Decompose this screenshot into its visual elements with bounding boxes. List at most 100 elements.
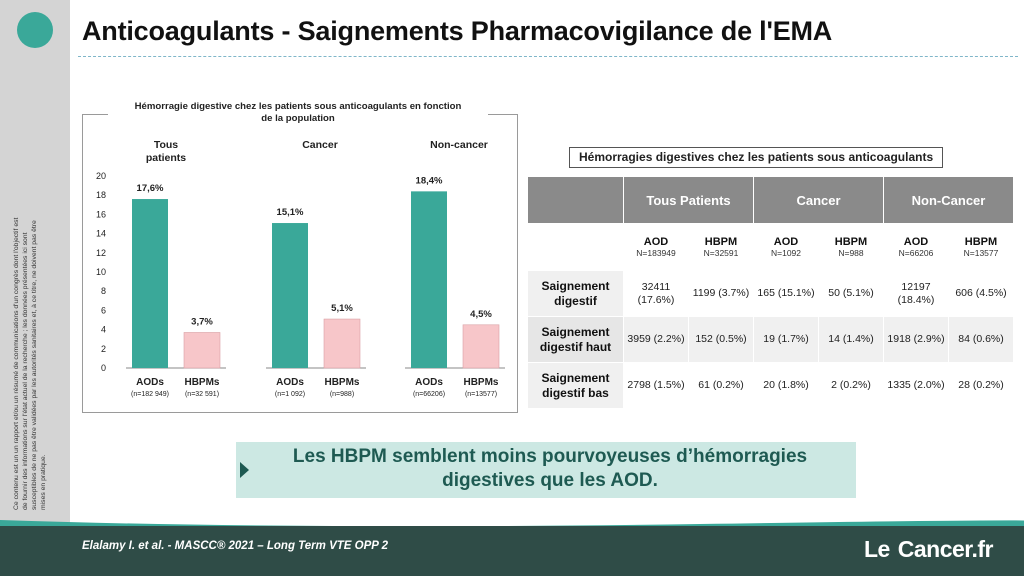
brand-c: C (897, 536, 915, 562)
bar-hbpm (323, 318, 361, 369)
table-cell: 152 (0.5%) (688, 316, 754, 363)
subheader-label: AOD (773, 236, 799, 248)
subheader-n: N=66206 (898, 248, 934, 258)
table-subheader: HBPM N=32591 (688, 223, 754, 271)
table-subheader: AOD N=1092 (753, 223, 819, 271)
brand-rest: ancer.fr (913, 536, 994, 562)
subheader-n: N=13577 (963, 248, 999, 258)
y-tick-label: 12 (96, 248, 106, 258)
footer-bar (0, 526, 1024, 576)
y-tick-label: 18 (96, 190, 106, 200)
citation: Elalamy I. et al. - MASCC® 2021 – Long T… (82, 540, 389, 552)
table-subheader: HBPM N=988 (818, 223, 884, 271)
bar-hbpm (183, 332, 221, 369)
table-cell: 32411 (17.6%) (623, 270, 689, 317)
table-corner-sub (527, 223, 624, 271)
x-n-label: (n=32 591) (185, 391, 219, 398)
group-label: Cancer (302, 139, 338, 151)
table-cell: 28 (0.2%) (948, 362, 1014, 409)
table-group-header: Tous Patients (623, 176, 754, 224)
subheader-n: N=32591 (703, 248, 739, 258)
y-tick-label: 2 (101, 344, 106, 354)
x-category-label: AODs (415, 377, 443, 388)
bleeding-table: Tous Patients Cancer Non-Cancer AOD N=183… (527, 176, 1014, 409)
y-tick-label: 14 (96, 229, 106, 239)
table-cell: 12197 (18.4%) (883, 270, 949, 317)
table-cell: 165 (15.1%) (753, 270, 819, 317)
conclusion-line2: digestives que les AOD. (442, 470, 658, 491)
x-n-label: (n=66206) (413, 391, 445, 398)
subheader-n: N=183949 (636, 248, 676, 258)
brand-le: Le (864, 536, 890, 562)
chart-title-line1: Hémorragie digestive chez les patients s… (134, 101, 462, 112)
bar-value-label: 17,6% (137, 183, 164, 194)
row-label: Saignement digestif (527, 270, 624, 317)
table-row: Saignement digestif 32411 (17.6%) 1199 (3.… (527, 270, 1014, 317)
table-row: Saignement digestif haut 3959 (2.2%) 152 … (527, 316, 1014, 363)
subheader-label: AOD (903, 236, 929, 248)
x-n-label: (n=182 949) (131, 391, 169, 398)
chevron-right-icon (240, 462, 249, 478)
table-cell: 2798 (1.5%) (623, 362, 689, 409)
title-divider (78, 56, 1018, 57)
table-cell: 14 (1.4%) (818, 316, 884, 363)
bar-aod (411, 191, 447, 368)
bar-value-label: 18,4% (416, 175, 443, 186)
brand-logo[interactable]: Le Cancer.fr (864, 536, 993, 563)
y-tick-label: 4 (101, 325, 106, 335)
bar-value-label: 4,5% (470, 309, 492, 320)
x-category-label: HBPMs (463, 377, 498, 388)
conclusion-line1: Les HBPM semblent moins pourvoyeuses d’h… (292, 446, 808, 467)
table-group-header: Cancer (753, 176, 884, 224)
group-label: Tous (154, 139, 178, 151)
table-cell: 1918 (2.9%) (883, 316, 949, 363)
y-tick-label: 6 (101, 305, 106, 315)
x-n-label: (n=988) (330, 391, 354, 398)
bar-hbpm (462, 324, 500, 369)
disclaimer-text: Ce contenu est un un rapport et/ou un ré… (13, 217, 47, 510)
subheader-label: HBPM (834, 236, 868, 248)
page-title: Anticoagulants - Saignements Pharmacovig… (82, 16, 833, 46)
y-tick-label: 8 (101, 286, 106, 296)
table-cell: 50 (5.1%) (818, 270, 884, 317)
bar-value-label: 5,1% (331, 303, 353, 314)
row-label: Saignement digestif haut (527, 316, 624, 363)
x-n-label: (n=1 092) (275, 391, 305, 398)
y-tick-label: 16 (96, 209, 106, 219)
y-tick-label: 20 (96, 171, 106, 181)
bar-aod (272, 223, 308, 368)
row-label: Saignement digestif bas (527, 362, 624, 409)
x-category-label: HBPMs (324, 377, 359, 388)
table-subheader: AOD N=183949 (623, 223, 689, 271)
table-cell: 2 (0.2%) (818, 362, 884, 409)
table-cell: 20 (1.8%) (753, 362, 819, 409)
table-cell: 1199 (3.7%) (688, 270, 754, 317)
table-cell: 84 (0.6%) (948, 316, 1014, 363)
table-cell: 1335 (2.0%) (883, 362, 949, 409)
x-category-label: AODs (136, 377, 164, 388)
table-subheader: HBPM N=13577 (948, 223, 1014, 271)
y-tick-label: 0 (101, 363, 106, 373)
logo-circle (17, 12, 53, 48)
conclusion-callout (236, 442, 856, 498)
table-row: Saignement digestif bas 2798 (1.5%) 61 (0… (527, 362, 1014, 409)
chart-title-line2: de la population (261, 113, 335, 124)
table-cell: 3959 (2.2%) (623, 316, 689, 363)
conclusion-text: Les HBPM semblent moins pourvoyeuses d’h… (250, 445, 850, 493)
bar-aod (132, 199, 168, 368)
table-title: Hémorragies digestives chez les patients… (569, 147, 944, 168)
left-sidebar (0, 0, 70, 576)
x-n-label: (n=13577) (465, 391, 497, 398)
subheader-n: N=1092 (770, 248, 801, 258)
group-label: patients (146, 152, 186, 164)
table-corner (527, 176, 624, 224)
subheader-label: AOD (643, 236, 669, 248)
subheader-label: HBPM (964, 236, 998, 248)
table-cell: 19 (1.7%) (753, 316, 819, 363)
bar-value-label: 15,1% (277, 207, 304, 218)
table-cell: 606 (4.5%) (948, 270, 1014, 317)
table-group-header: Non-Cancer (883, 176, 1014, 224)
subheader-label: HBPM (704, 236, 738, 248)
subheader-n: N=988 (838, 248, 864, 258)
